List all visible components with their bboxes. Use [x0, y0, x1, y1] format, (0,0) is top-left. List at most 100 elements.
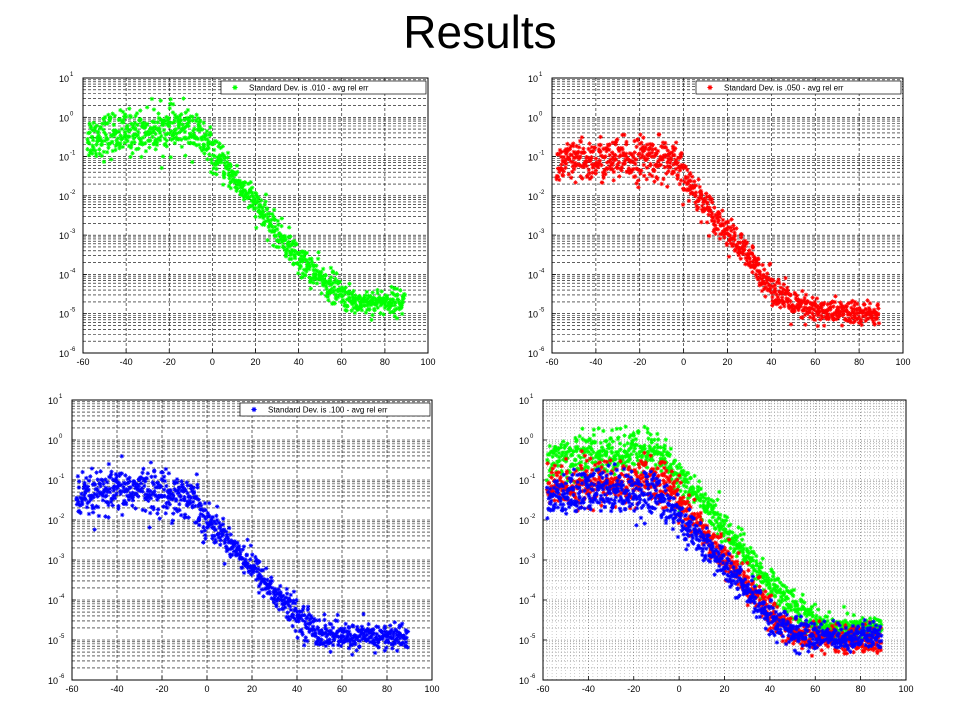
data-point [760, 580, 766, 585]
data-point [313, 634, 319, 639]
data-point [660, 505, 666, 511]
data-point [789, 604, 794, 609]
data-point [375, 290, 380, 296]
data-point [691, 486, 696, 491]
data-point [763, 578, 768, 583]
data-point [133, 491, 139, 496]
data-point [172, 506, 178, 511]
data-point [189, 489, 195, 494]
data-point [82, 495, 87, 501]
data-point [668, 446, 674, 451]
data-point [846, 301, 851, 306]
data-point [286, 599, 291, 604]
data-point [86, 487, 91, 493]
data-point [621, 488, 626, 493]
data-point [700, 492, 705, 498]
data-point [579, 135, 585, 140]
data-point [614, 138, 619, 144]
data-point [551, 451, 557, 456]
data-point [262, 577, 267, 582]
data-point [357, 644, 362, 650]
data-point [607, 483, 613, 488]
data-point [251, 568, 256, 574]
data-point [759, 564, 764, 570]
x-tick-label: 40 [294, 357, 304, 367]
data-point [137, 117, 142, 123]
data-point [214, 139, 220, 145]
data-point [238, 550, 243, 555]
data-point [746, 562, 752, 567]
data-point [784, 602, 790, 607]
data-point [556, 446, 561, 452]
data-point [669, 477, 674, 482]
data-point [226, 171, 231, 177]
data-point [144, 121, 150, 127]
data-point [701, 494, 706, 500]
data-point [286, 241, 292, 246]
data-point [776, 277, 781, 283]
data-point [843, 628, 849, 633]
data-point [221, 175, 227, 180]
data-point [379, 301, 384, 306]
data-point [323, 643, 329, 649]
data-point [305, 621, 311, 626]
data-point [591, 432, 597, 438]
data-point [272, 228, 278, 233]
data-point [282, 605, 288, 610]
data-point [140, 135, 146, 140]
data-point [856, 621, 861, 626]
data-point [391, 291, 396, 297]
data-point [747, 248, 752, 253]
data-point [693, 183, 699, 188]
data-point [317, 642, 322, 647]
data-point [815, 607, 821, 612]
data-point [392, 641, 398, 646]
data-point [91, 505, 97, 511]
data-point [388, 310, 393, 315]
data-point [248, 189, 253, 194]
data-point [140, 120, 145, 126]
data-point [143, 492, 148, 497]
y-tick-label: 10 [59, 74, 69, 84]
data-point [391, 633, 396, 639]
data-point [211, 165, 216, 171]
data-point [565, 455, 570, 461]
data-point [849, 315, 855, 320]
data-point [668, 160, 673, 165]
data-point [636, 185, 641, 190]
data-point [348, 642, 354, 647]
data-point [843, 620, 848, 625]
data-point [213, 521, 219, 526]
data-point [169, 129, 174, 134]
data-point [140, 470, 145, 476]
data-point [561, 169, 566, 174]
data-point [208, 169, 214, 175]
data-point [624, 139, 629, 145]
data-point [775, 297, 780, 302]
data-point [664, 466, 669, 471]
data-point [568, 152, 573, 157]
data-point [641, 162, 647, 168]
data-point [196, 142, 202, 148]
data-point [185, 121, 190, 126]
data-point [388, 297, 393, 302]
data-point [726, 232, 731, 237]
data-point [307, 264, 313, 269]
data-point [214, 517, 220, 523]
data-point [257, 572, 262, 577]
x-tick-label: -20 [155, 684, 168, 694]
data-point [301, 257, 306, 262]
data-point [556, 470, 562, 475]
data-point [617, 174, 622, 179]
data-point [634, 181, 639, 186]
data-point [310, 262, 315, 267]
data-point [623, 494, 629, 499]
data-point [344, 308, 349, 313]
data-point [590, 456, 595, 461]
data-point [766, 580, 772, 586]
data-point [638, 473, 644, 478]
data-point [599, 453, 605, 458]
data-point [186, 515, 191, 520]
data-point [328, 290, 333, 295]
data-point [560, 158, 565, 163]
